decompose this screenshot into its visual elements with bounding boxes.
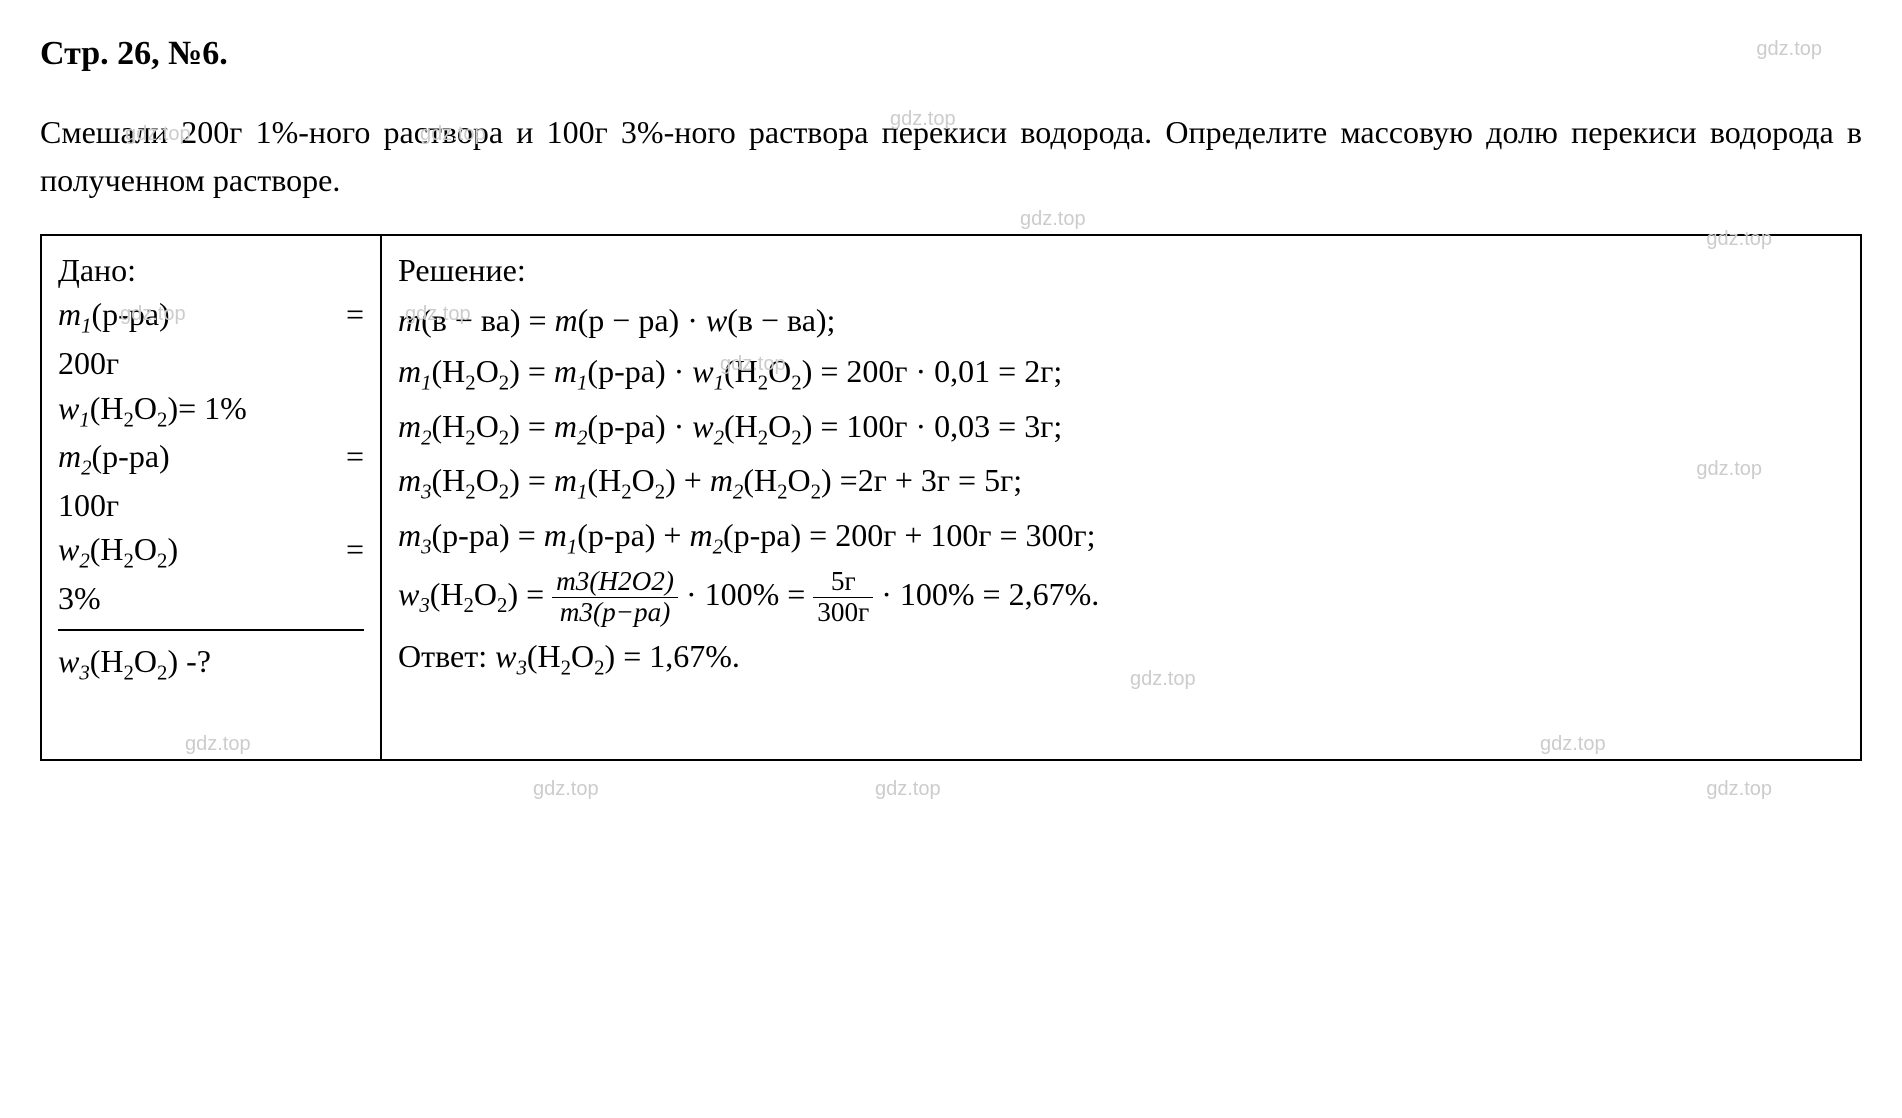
solution-title: Решение: [398, 248, 1844, 293]
watermark: gdz.top [405, 300, 471, 328]
given-line: m2(р-ра) = [58, 434, 364, 483]
fraction: 5г 300г [813, 567, 873, 628]
watermark: gdz.top [1540, 730, 1606, 758]
watermark: gdz.top [420, 120, 486, 148]
solution-line: m3(р-ра) = m1(р-ра) + m2(р-ра) = 200г + … [398, 513, 1844, 562]
watermark: gdz.top [125, 120, 191, 148]
find-line: w3(H2O2) -? [58, 639, 364, 688]
given-line: w1(H2O2)= 1% [58, 386, 364, 435]
watermark: gdz.top [120, 300, 186, 328]
watermark: gdz.top [1756, 35, 1822, 63]
fraction: m3(H2O2) m3(р−ра) [552, 567, 678, 628]
watermark: gdz.top [875, 775, 941, 803]
given-cell: Дано: m1(р-ра) = 200г w1(H2O2)= 1% m2(р-… [41, 235, 381, 761]
given-line: w2(H2O2) = [58, 527, 364, 576]
answer-line: Ответ: w3(H2O2) = 1,67%. [398, 634, 1844, 683]
solution-line: m(в − ва) = m(р − ра) · w(в − ва); [398, 298, 1844, 343]
solution-line: w3(H2O2) = m3(H2O2) m3(р−ра) · 100% = 5г… [398, 567, 1844, 628]
watermark: gdz.top [1130, 665, 1196, 693]
watermark: gdz.top [1706, 225, 1772, 253]
solution-line: m3(H2O2) = m1(H2O2) + m2(H2O2) =2г + 3г … [398, 458, 1844, 507]
watermark: gdz.top [1020, 205, 1086, 233]
watermark: gdz.top [185, 730, 251, 758]
solution-table: Дано: m1(р-ра) = 200г w1(H2O2)= 1% m2(р-… [40, 234, 1862, 762]
given-line: 100г [58, 483, 364, 528]
given-title: Дано: [58, 248, 364, 293]
watermark: gdz.top [533, 775, 599, 803]
given-line: 3% [58, 576, 364, 621]
watermark: gdz.top [1706, 775, 1772, 803]
solution-cell: Решение: m(в − ва) = m(р − ра) · w(в − в… [381, 235, 1861, 761]
watermark: gdz.top [890, 105, 956, 133]
given-line: 200г [58, 341, 364, 386]
watermark: gdz.top [1696, 455, 1762, 483]
given-line: m1(р-ра) = [58, 292, 364, 341]
page-header: Стр. 26, №6. [40, 30, 1862, 78]
solution-line: m2(H2O2) = m2(р-ра) · w2(H2O2) = 100г · … [398, 404, 1844, 453]
solution-line: m1(H2O2) = m1(р-ра) · w1(H2O2) = 200г · … [398, 349, 1844, 398]
watermark: gdz.top [720, 350, 786, 378]
